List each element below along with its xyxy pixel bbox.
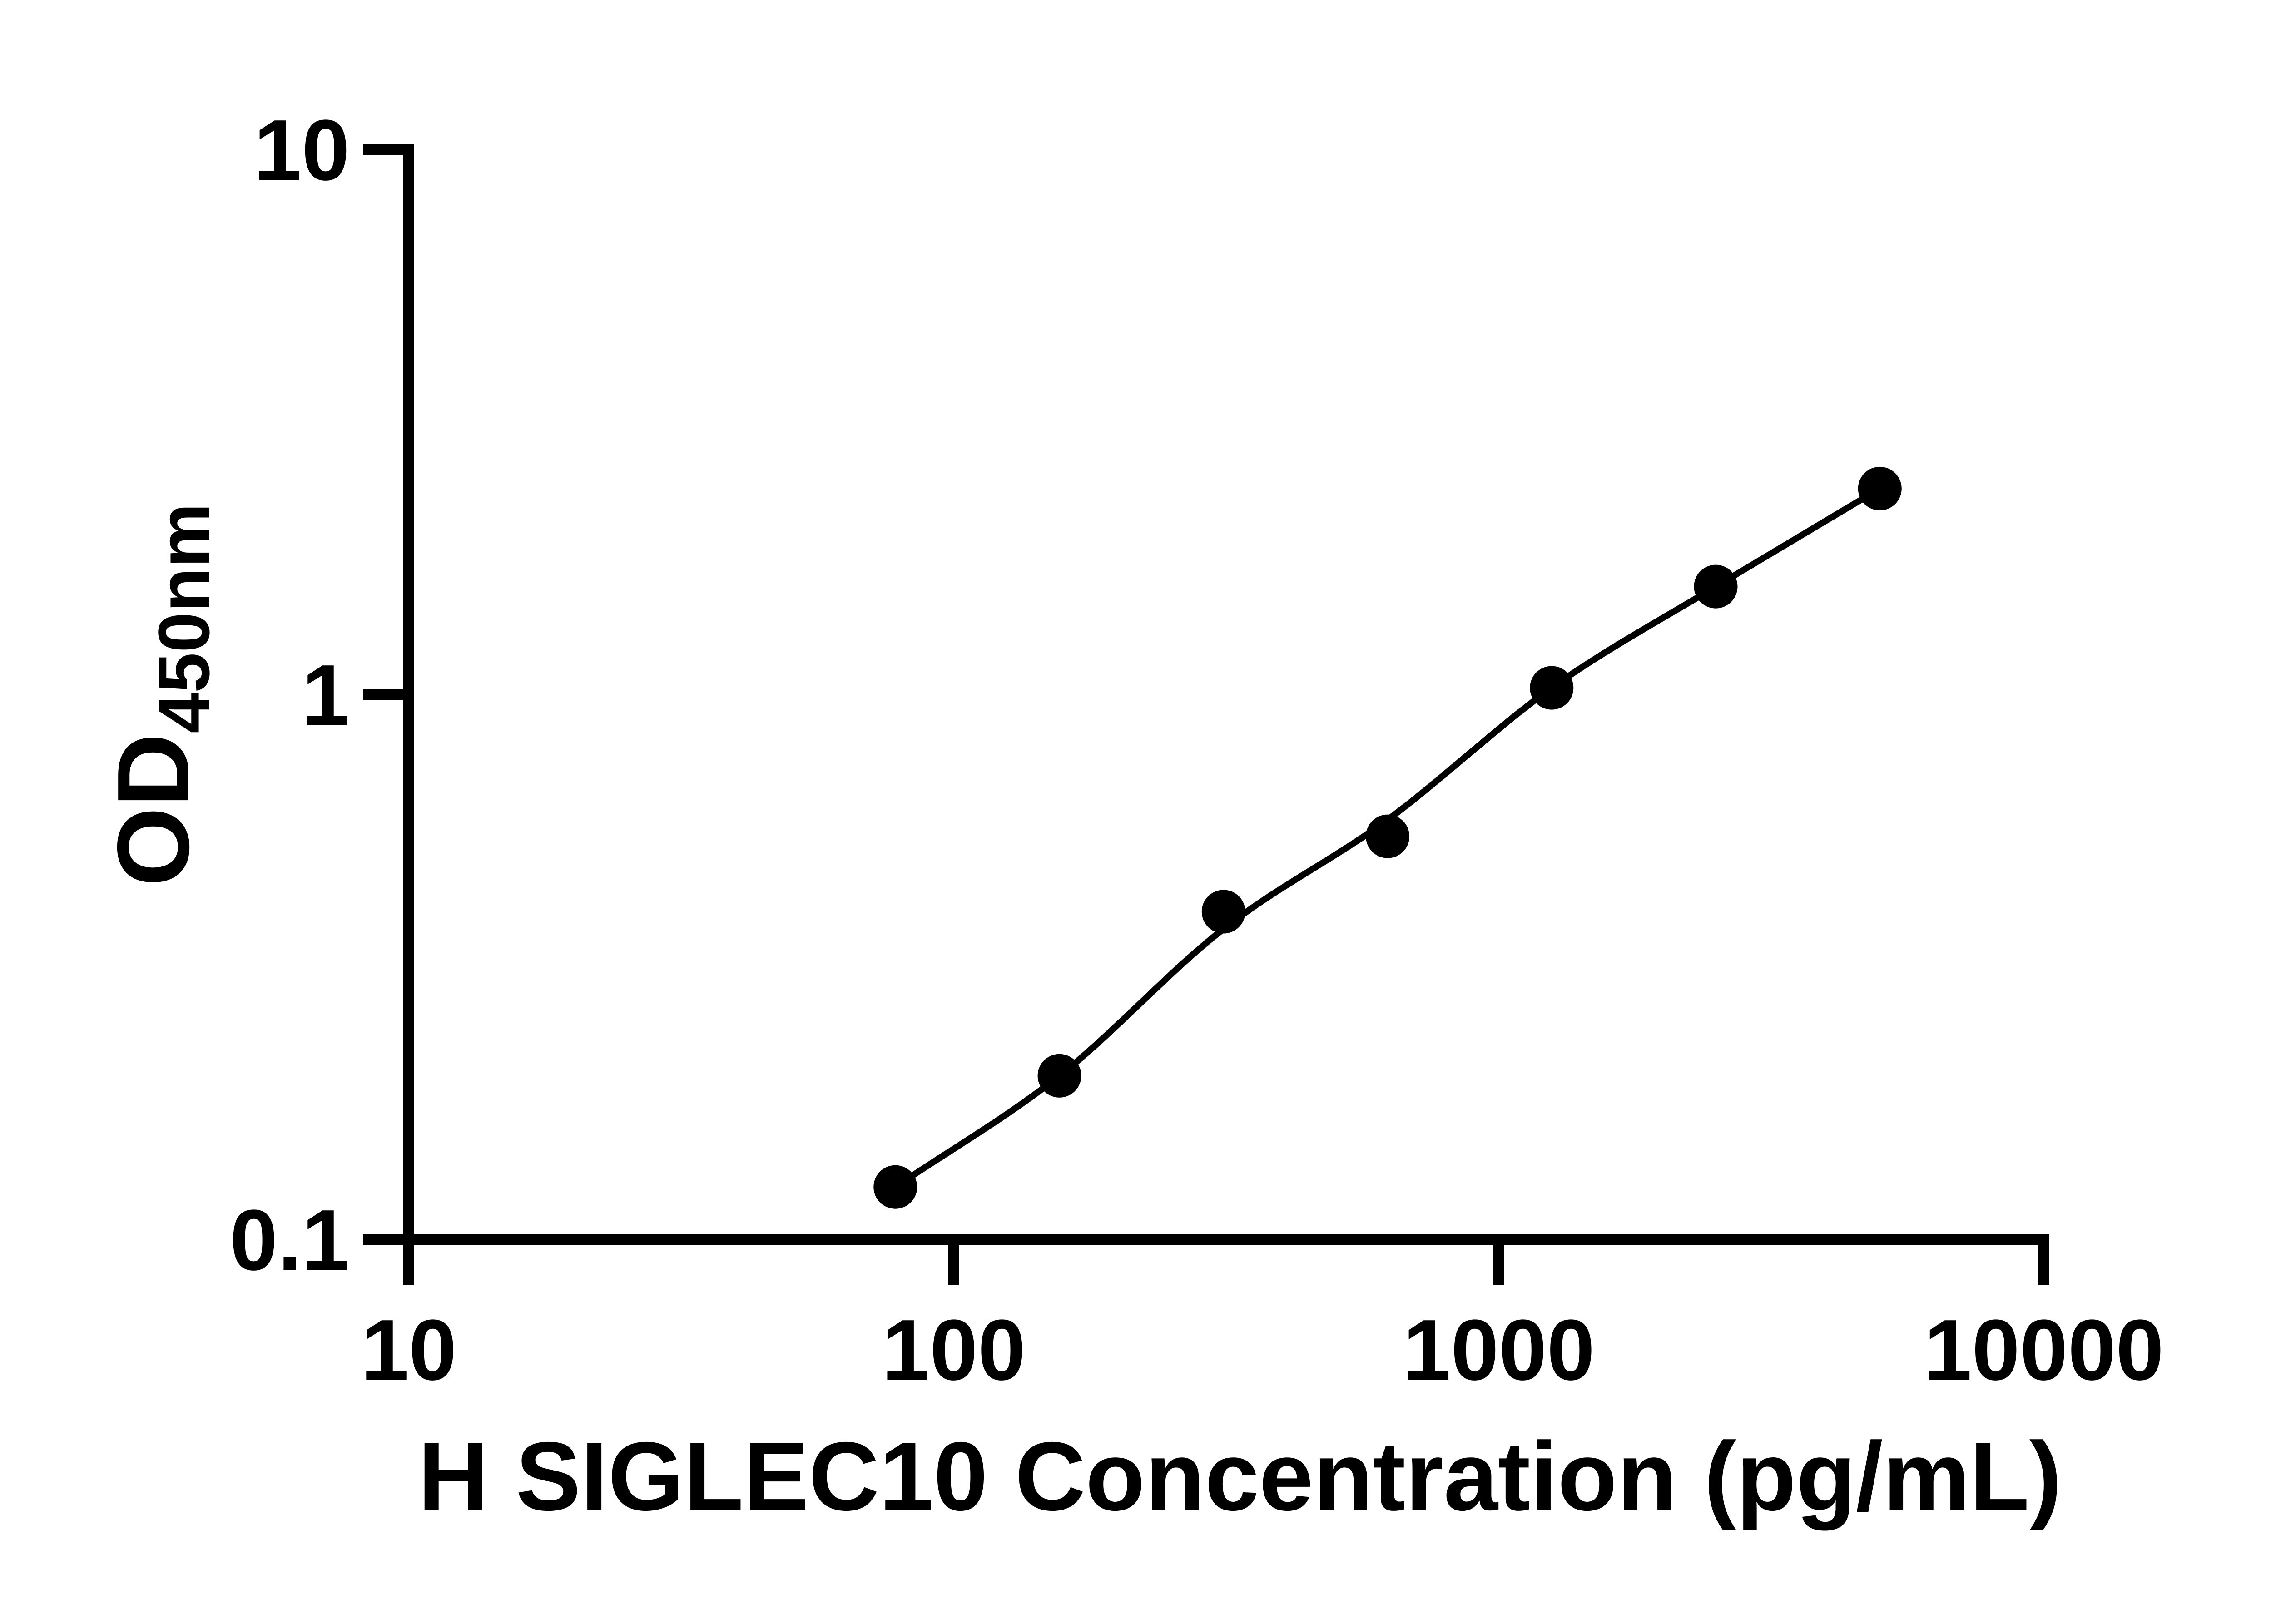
data-point-7 (1858, 466, 1902, 510)
data-point-5 (1530, 666, 1574, 710)
y-axis-ticks (363, 144, 409, 1245)
y-axis-tick-labels: 10 1 0.1 (230, 102, 350, 1288)
data-point-2 (1037, 1054, 1081, 1098)
x-axis-tick-labels: 10 100 1000 10000 (361, 1302, 2164, 1398)
x-tick-label-10000: 10000 (1924, 1302, 2164, 1398)
y-axis-title-main: OD (96, 733, 210, 887)
data-point-3 (1201, 890, 1245, 934)
y-axis-title-subscript: 450nm (143, 503, 224, 733)
data-points (873, 466, 1902, 1209)
y-tick-label-1: 1 (302, 647, 350, 743)
y-axis-title: OD450nm (96, 503, 224, 886)
y-tick-label-10: 10 (254, 102, 350, 198)
y-tick-label-0.1: 0.1 (230, 1192, 350, 1288)
x-axis-title: H SIGLEC10 Concentration (pg/mL) (418, 1421, 2062, 1531)
x-axis-ticks (403, 1240, 2049, 1285)
axes: 10 1 0.1 10 100 1000 10000 (230, 102, 2164, 1398)
data-point-6 (1694, 564, 1738, 609)
axis-frame (403, 144, 2049, 1245)
x-tick-label-100: 100 (882, 1302, 1026, 1398)
x-tick-label-1000: 1000 (1403, 1302, 1595, 1398)
data-point-1 (873, 1165, 917, 1209)
data-point-4 (1366, 814, 1410, 858)
x-tick-label-10: 10 (361, 1302, 456, 1398)
